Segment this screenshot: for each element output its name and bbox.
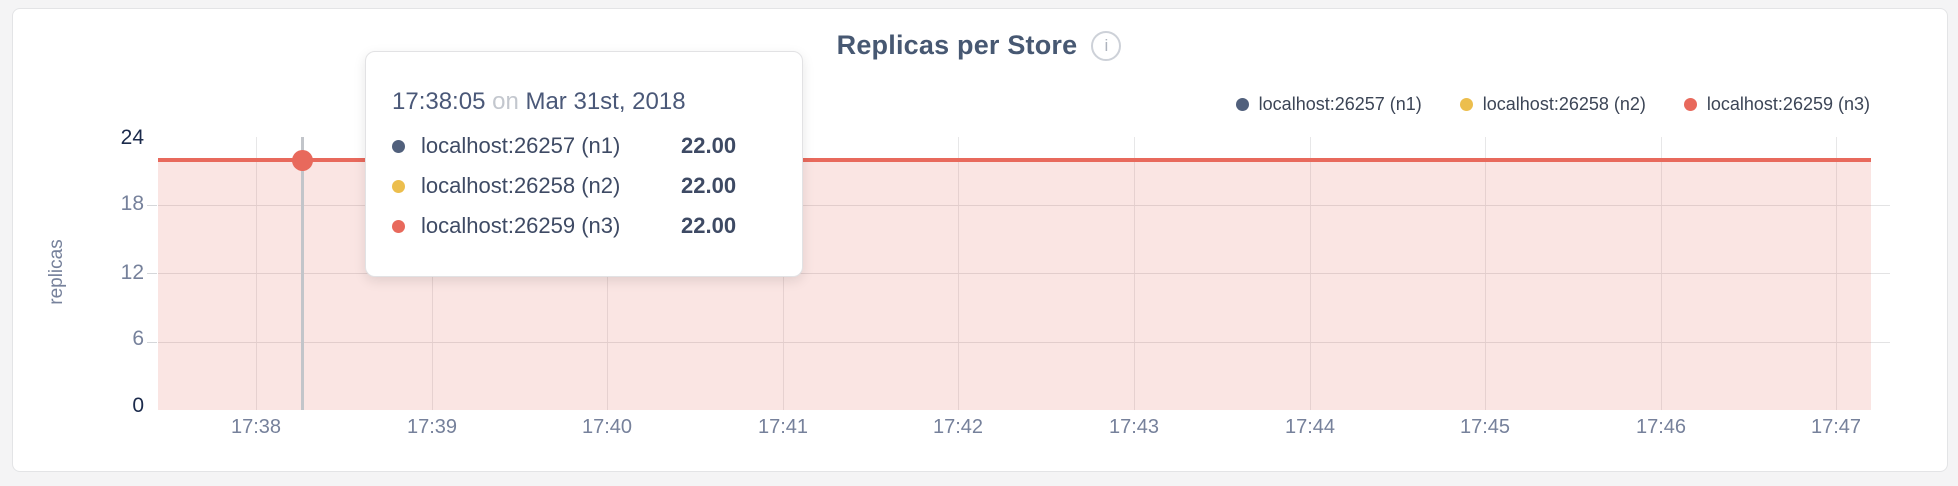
tooltip-date: Mar 31st, 2018 [525, 88, 686, 115]
x-tick-label: 17:38 [230, 416, 282, 438]
chart-header: Replicas per Store i [0, 30, 1958, 61]
legend-item-label: localhost:26259 (n3) [1706, 94, 1870, 114]
tooltip-series-value: 22.00 [681, 133, 737, 158]
legend-item-label: localhost:26258 (n2) [1482, 94, 1646, 114]
y-axis-title: replicas [46, 239, 67, 305]
series-dot-icon [392, 219, 405, 233]
tooltip-rows: localhost:26257 (n1) 22.00 localhost:262… [392, 126, 802, 246]
legend-item-n2[interactable]: localhost:26258 (n2) [1459, 94, 1646, 115]
tooltip-row: localhost:26257 (n1) 22.00 [392, 126, 802, 166]
y-tick-label: 24 [120, 126, 144, 149]
tooltip-series-name: localhost:26259 (n3) [421, 213, 621, 238]
legend-item-n1[interactable]: localhost:26257 (n1) [1235, 94, 1422, 115]
tooltip-timestamp: 17:38:05 on Mar 31st, 2018 [392, 88, 802, 116]
y-tick-mark [147, 342, 157, 343]
tooltip-series-value: 22.00 [681, 173, 737, 198]
y-tick-mark [147, 205, 157, 206]
x-tick-label: 17:43 [1108, 416, 1160, 438]
x-tick-label: 17:40 [581, 416, 633, 438]
chart-legend: localhost:26257 (n1) localhost:26258 (n2… [1235, 94, 1870, 115]
x-tick-label: 17:44 [1284, 416, 1336, 438]
legend-item-label: localhost:26257 (n1) [1258, 94, 1422, 114]
series-dot-icon [1459, 98, 1473, 111]
y-gridline [158, 205, 1890, 206]
x-tick-label: 17:41 [757, 416, 809, 438]
series-dot-icon [392, 179, 405, 193]
tooltip-row: localhost:26258 (n2) 22.00 [392, 166, 802, 206]
series-dot-icon [392, 139, 405, 153]
x-tick-label: 17:45 [1459, 416, 1511, 438]
y-tick-mark [147, 273, 157, 274]
y-tick-label: 12 [120, 261, 144, 284]
legend-item-n3[interactable]: localhost:26259 (n3) [1683, 94, 1870, 115]
info-icon[interactable]: i [1091, 30, 1122, 61]
tooltip-row: localhost:26259 (n3) 22.00 [392, 206, 802, 246]
chart-card [12, 8, 1948, 472]
x-tick-label: 17:47 [1810, 416, 1862, 438]
hover-point [292, 150, 313, 171]
y-gridline [158, 342, 1890, 343]
x-tick-label: 17:42 [932, 416, 984, 438]
y-tick-label: 0 [132, 394, 144, 417]
y-gridline [158, 273, 1890, 274]
y-tick-label: 18 [120, 192, 144, 215]
hover-tooltip: 17:38:05 on Mar 31st, 2018 localhost:262… [365, 51, 803, 277]
chart-title: Replicas per Store [836, 30, 1078, 60]
hover-guideline [301, 137, 304, 410]
x-tick-label: 17:46 [1635, 416, 1687, 438]
tooltip-series-name: localhost:26257 (n1) [421, 133, 621, 158]
tooltip-series-name: localhost:26258 (n2) [421, 173, 621, 198]
tooltip-time: 17:38:05 [392, 88, 486, 115]
tooltip-conjunction-word: on [492, 88, 519, 115]
series-dot-icon [1235, 98, 1249, 111]
y-tick-label: 6 [132, 327, 144, 350]
series-dot-icon [1683, 98, 1697, 111]
tooltip-series-value: 22.00 [681, 213, 737, 238]
x-tick-label: 17:39 [406, 416, 458, 438]
